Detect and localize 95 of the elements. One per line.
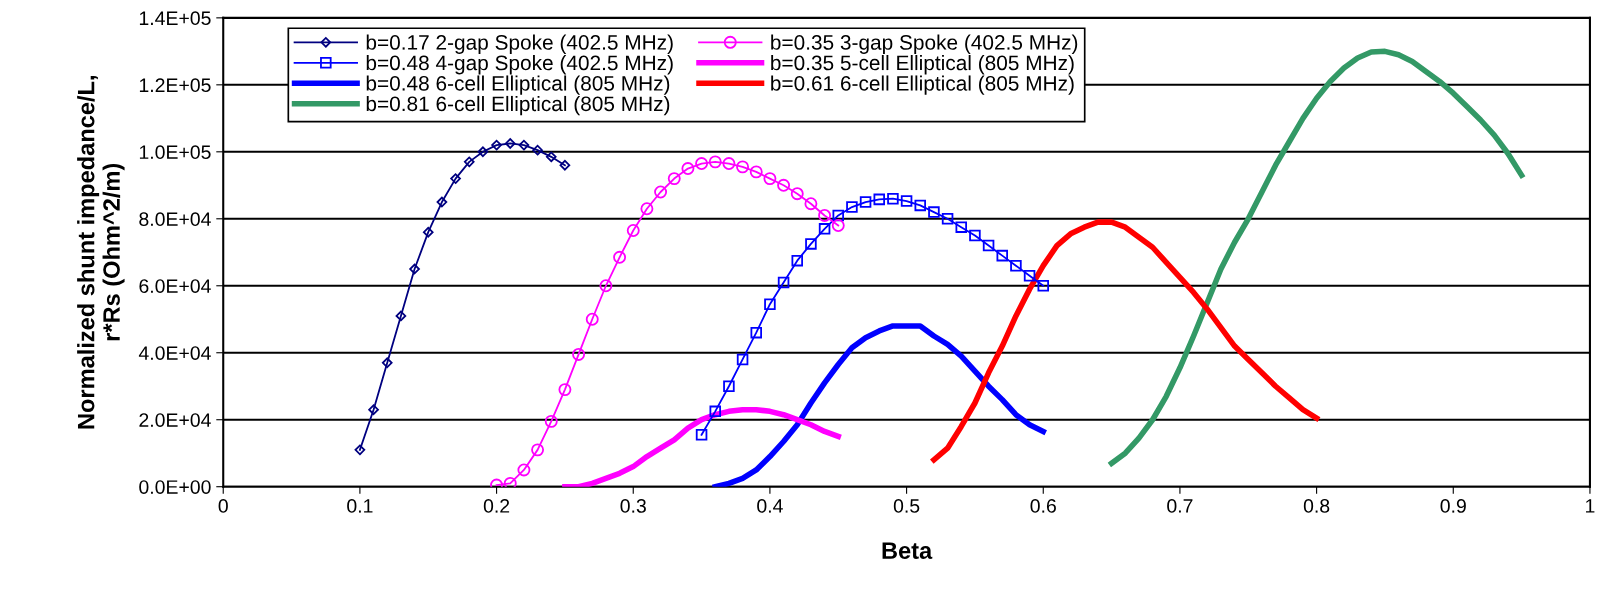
point — [1010, 259, 1022, 272]
point — [544, 414, 558, 428]
point — [791, 254, 804, 267]
legend-label: b=0.35 5-cell Elliptical (805 MHz) — [771, 54, 1074, 75]
point — [395, 310, 407, 322]
y-tick-label: 2.0E+04 — [139, 413, 211, 427]
point — [503, 476, 517, 487]
point — [695, 157, 709, 170]
point — [695, 429, 708, 441]
point — [750, 326, 763, 339]
legend-label: b=0.61 6-cell Elliptical (805 MHz) — [771, 75, 1074, 95]
point — [517, 463, 531, 477]
point — [777, 276, 790, 289]
point — [914, 199, 927, 212]
point — [572, 347, 586, 361]
x-tick-label: 0.8 — [1303, 499, 1330, 513]
point — [532, 144, 543, 156]
point — [790, 187, 804, 201]
x-tick-label: 0.3 — [620, 499, 646, 513]
x-tick-label: 0.6 — [1030, 499, 1056, 513]
point — [764, 298, 776, 310]
point — [654, 185, 668, 199]
y-tick-label: 1.0E+05 — [139, 145, 211, 160]
point — [969, 229, 981, 242]
point — [996, 249, 1009, 262]
point — [955, 221, 968, 233]
legend-label: b=0.17 2-gap Spoke (402.5 MHz) — [366, 34, 673, 54]
point — [736, 160, 750, 174]
point — [846, 201, 858, 213]
point — [887, 192, 899, 205]
point — [832, 209, 845, 222]
point — [354, 444, 366, 456]
legend-label: b=0.48 6-cell Elliptical (805 MHz) — [366, 75, 670, 95]
y-tick-label: 1.4E+05 — [139, 11, 211, 26]
x-tick-label: 0.1 — [347, 499, 373, 513]
point — [667, 172, 681, 186]
point — [545, 151, 557, 163]
point — [859, 196, 872, 208]
point — [831, 219, 845, 232]
point — [368, 404, 379, 416]
point — [708, 155, 722, 169]
point — [1037, 280, 1050, 292]
point — [463, 156, 475, 168]
point — [723, 380, 735, 393]
y-tick-label: 4.0E+04 — [138, 346, 211, 360]
legend-label: b=0.81 6-cell Elliptical (805 MHz) — [366, 95, 670, 116]
point — [518, 139, 530, 151]
point — [626, 224, 640, 237]
legend-label: b=0.48 4-gap Spoke (402.5 MHz) — [366, 54, 673, 75]
y-tick-label: 1.2E+05 — [139, 78, 211, 93]
legend-label: b=0.35 3-gap Spoke (402.5 MHz) — [771, 34, 1078, 54]
x-tick-label: 0.2 — [483, 499, 510, 513]
y-tick-label: 8.0E+04 — [139, 212, 211, 227]
x-tick-label: 0.5 — [893, 499, 920, 513]
point — [422, 226, 434, 238]
point — [504, 138, 516, 149]
point — [681, 162, 695, 176]
point — [749, 165, 763, 179]
point — [709, 405, 722, 418]
point — [873, 193, 886, 206]
point — [599, 279, 613, 293]
point — [818, 208, 832, 222]
point — [763, 172, 777, 186]
point — [409, 263, 420, 275]
point — [559, 159, 571, 171]
point — [777, 178, 791, 192]
x-tick-label: 0.9 — [1440, 499, 1466, 513]
point — [804, 197, 818, 211]
point — [1023, 269, 1036, 282]
point — [805, 238, 817, 250]
point — [818, 223, 831, 235]
y-axis-title: Normalized shunt impedance/L, r*Rs (Ohm^2/m) — [77, 76, 125, 429]
point — [381, 357, 393, 369]
point — [928, 206, 940, 218]
x-tick-label: 0.7 — [1167, 499, 1193, 513]
point — [941, 213, 954, 225]
y-tick-label: 6.0E+04 — [139, 279, 211, 294]
point — [900, 195, 913, 207]
point — [722, 157, 736, 170]
point — [491, 139, 502, 151]
point — [585, 312, 599, 326]
point — [531, 443, 545, 457]
point — [736, 353, 749, 366]
point — [558, 383, 572, 397]
point — [613, 250, 627, 264]
point — [436, 196, 448, 208]
x-tick-label: 0.4 — [757, 499, 783, 513]
point — [450, 173, 461, 184]
x-tick-label: 1 — [1586, 499, 1595, 513]
point — [477, 146, 489, 158]
y-tick-label: 0.0E+00 — [139, 480, 211, 494]
point — [640, 202, 654, 216]
x-axis-title: Beta — [882, 542, 933, 559]
x-tick-label: 0 — [218, 499, 228, 513]
point — [982, 239, 995, 252]
